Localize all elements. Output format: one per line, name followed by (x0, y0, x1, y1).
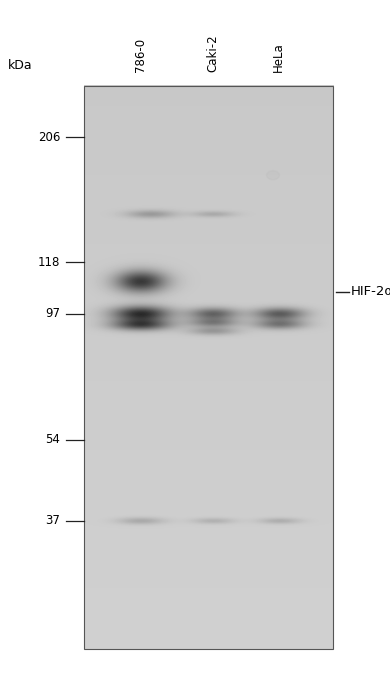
Text: 97: 97 (46, 308, 60, 320)
Text: 37: 37 (46, 515, 60, 527)
Text: Caki-2: Caki-2 (206, 34, 219, 72)
Text: 206: 206 (38, 131, 60, 144)
Ellipse shape (267, 170, 279, 180)
Text: 786-0: 786-0 (134, 38, 147, 72)
Text: HeLa: HeLa (272, 43, 285, 72)
Text: HIF-2α: HIF-2α (351, 286, 390, 298)
Text: 54: 54 (46, 433, 60, 446)
Text: 118: 118 (38, 256, 60, 269)
Bar (84, 86, 333, 649)
Text: kDa: kDa (8, 59, 32, 72)
